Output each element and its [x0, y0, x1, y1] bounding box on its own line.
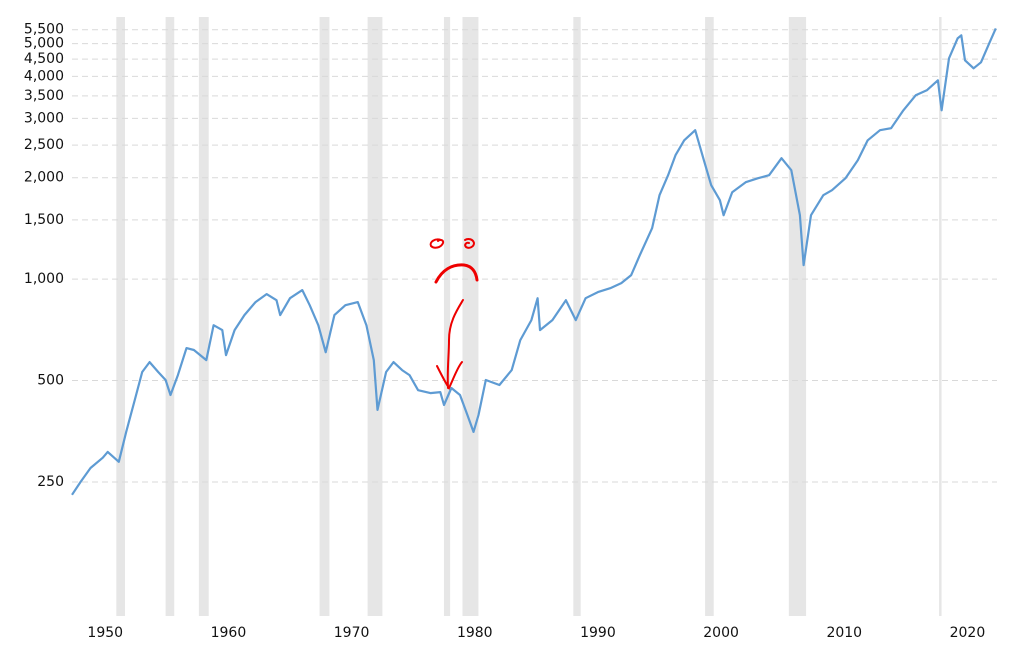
y-tick-label: 5,000: [24, 36, 64, 52]
shaded-period: [443, 17, 451, 616]
y-tick-label: 250: [37, 474, 64, 490]
shaded-period: [705, 17, 714, 616]
x-tick-label: 1980: [457, 625, 493, 641]
x-tick-label: 1960: [211, 625, 247, 641]
shades: [116, 17, 942, 616]
shaded-period: [319, 17, 330, 616]
y-tick-label: 3,000: [24, 110, 64, 126]
y-tick-label: 1,500: [24, 212, 64, 228]
y-tick-label: 1,000: [24, 271, 64, 287]
shaded-period: [462, 17, 479, 616]
y-tick-label: 5,500: [24, 22, 64, 38]
x-tick-label: 2010: [826, 625, 862, 641]
y-tick-label: 2,500: [24, 137, 64, 153]
scribble-eye: [464, 238, 476, 249]
labels: 250 500 1,000 1,500 2,000 2,500 3,000 3,500 4,00…: [24, 22, 985, 641]
annotation-scribble: [429, 238, 479, 390]
x-tick-label: 1970: [334, 625, 370, 641]
series-line: [71, 27, 997, 496]
shaded-period: [788, 17, 807, 616]
y-tick-label: 3,500: [24, 88, 64, 104]
x-tick-label: 1990: [580, 625, 616, 641]
lines: [71, 27, 997, 496]
x-tick-label: 1950: [87, 625, 123, 641]
shaded-period: [367, 17, 383, 616]
y-tick-label: 4,500: [24, 51, 64, 67]
scribble-eye: [429, 238, 445, 249]
x-tick-label: 2000: [703, 625, 739, 641]
shaded-period: [165, 17, 175, 616]
y-tick-label: 2,000: [24, 170, 64, 186]
scribble-nose: [436, 299, 464, 390]
scribble-mouth: [434, 263, 479, 284]
x-tick-label: 2020: [950, 625, 986, 641]
shaded-period: [939, 17, 942, 616]
shaded-period: [198, 17, 209, 616]
y-tick-label: 500: [37, 373, 64, 389]
y-tick-label: 4,000: [24, 68, 64, 84]
shaded-period: [116, 17, 125, 616]
grid: [72, 29, 997, 483]
